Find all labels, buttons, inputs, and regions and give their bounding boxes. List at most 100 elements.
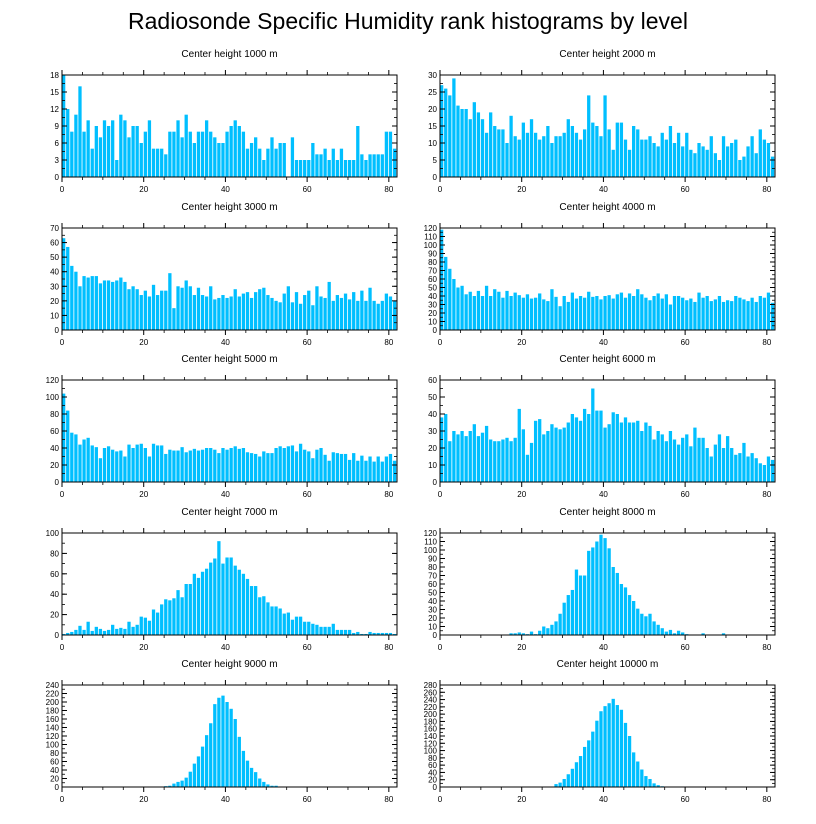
histogram-bar: [225, 297, 229, 330]
histogram-bar: [237, 736, 241, 787]
histogram-bar: [376, 303, 380, 330]
histogram-bar: [119, 277, 123, 330]
histogram-panel-8: Center height 8000 m01020304050607080901…: [424, 507, 776, 652]
histogram-bar: [676, 630, 681, 635]
y-tick-label: 10: [428, 623, 437, 632]
histogram-bar: [742, 299, 746, 330]
panel-title: Center height 2000 m: [559, 49, 655, 60]
histogram-bar: [249, 143, 254, 177]
histogram-bar: [123, 281, 127, 330]
histogram-bar: [335, 629, 340, 635]
y-tick-label: 60: [50, 758, 59, 767]
histogram-bar: [160, 604, 164, 635]
y-tick-label: 15: [50, 88, 59, 97]
histogram-bar: [278, 446, 282, 482]
histogram-bar: [591, 296, 595, 330]
histogram-bar: [352, 292, 356, 330]
x-tick-label: 20: [139, 490, 148, 499]
histogram-bar: [513, 633, 517, 635]
histogram-bar: [652, 143, 656, 177]
histogram-panel-1: Center height 1000 m 0 3 6 9 12 15 18 0 20 40 60 80: [50, 49, 398, 194]
histogram-bar: [94, 626, 98, 635]
histogram-bar: [160, 148, 164, 177]
histogram-bar: [460, 431, 464, 482]
histogram-bar: [180, 137, 184, 177]
histogram-bar: [200, 746, 205, 787]
histogram-bar: [672, 143, 677, 177]
x-tick-label: 20: [517, 338, 526, 347]
histogram-bar: [127, 621, 131, 635]
histogram-bar: [505, 437, 509, 482]
histogram-bar: [392, 633, 397, 635]
histogram-bar: [270, 606, 274, 635]
histogram-bar: [380, 154, 384, 177]
y-tick-label: 180: [424, 717, 438, 726]
histogram-bar: [636, 289, 640, 330]
histogram-bar: [135, 444, 139, 482]
histogram-bar: [237, 296, 241, 330]
y-tick-label: 20: [428, 444, 437, 453]
histogram-bar: [176, 781, 180, 787]
histogram-bar: [266, 602, 270, 635]
histogram-bar: [603, 296, 607, 330]
histogram-bar: [294, 616, 299, 635]
histogram-bar: [668, 431, 673, 482]
histogram-bar: [562, 132, 566, 177]
histogram-bar: [139, 295, 143, 330]
histogram-bar: [217, 297, 221, 330]
histogram-bar: [648, 778, 652, 787]
histogram-bar: [274, 785, 278, 787]
histogram-bar: [603, 95, 607, 177]
histogram-bar: [521, 122, 525, 177]
histogram-bar: [106, 280, 111, 330]
histogram-bar: [725, 436, 730, 482]
histogram-panel-7: Center height 7000 m 0 20 40 60 80 100 0 20 40 60 8…: [46, 507, 398, 652]
histogram-bar: [352, 160, 356, 177]
histogram-bar: [192, 763, 197, 787]
histogram-bar: [480, 432, 485, 482]
histogram-bar: [587, 291, 591, 330]
histogram-bar: [529, 631, 534, 635]
histogram-bar: [619, 292, 624, 330]
y-tick-label: 110: [424, 233, 437, 242]
histogram-bar: [213, 704, 217, 787]
y-tick-label: 70: [50, 224, 59, 233]
y-tick-label: 0: [433, 173, 438, 182]
histogram-bar: [472, 424, 476, 482]
histogram-bar: [619, 422, 624, 482]
histogram-bar: [644, 297, 648, 330]
histogram-bar: [591, 547, 595, 635]
histogram-bar: [360, 455, 364, 482]
histogram-bar: [254, 586, 258, 635]
histogram-bar: [672, 633, 677, 635]
histogram-bar: [689, 149, 693, 177]
histogram-bar: [660, 298, 664, 330]
histogram-bar: [168, 600, 172, 635]
histogram-bar: [627, 293, 632, 330]
histogram-bar: [448, 441, 452, 482]
histogram-bar: [172, 131, 176, 177]
histogram-bar: [343, 453, 348, 482]
histogram-bar: [685, 434, 689, 482]
y-tick-label: 80: [428, 258, 437, 267]
histogram-bar: [717, 434, 722, 482]
y-tick-label: 180: [46, 707, 60, 716]
histogram-bar: [155, 612, 160, 635]
histogram-bar: [570, 768, 575, 787]
histogram-bar: [127, 444, 131, 482]
histogram-bar: [62, 393, 66, 482]
histogram-bar: [664, 139, 668, 177]
histogram-bar: [738, 453, 742, 482]
histogram-bar: [640, 139, 644, 177]
histogram-bar: [331, 452, 335, 482]
histogram-bar: [376, 456, 380, 482]
histogram-bar: [452, 78, 456, 177]
histogram-bar: [143, 448, 147, 482]
histogram-bar: [493, 289, 497, 330]
histogram-bar: [697, 143, 701, 177]
histogram-bar: [709, 301, 713, 330]
histogram-bar: [384, 632, 389, 635]
y-tick-label: 220: [424, 703, 438, 712]
histogram-bar: [762, 139, 767, 177]
y-tick-label: 6: [55, 139, 60, 148]
